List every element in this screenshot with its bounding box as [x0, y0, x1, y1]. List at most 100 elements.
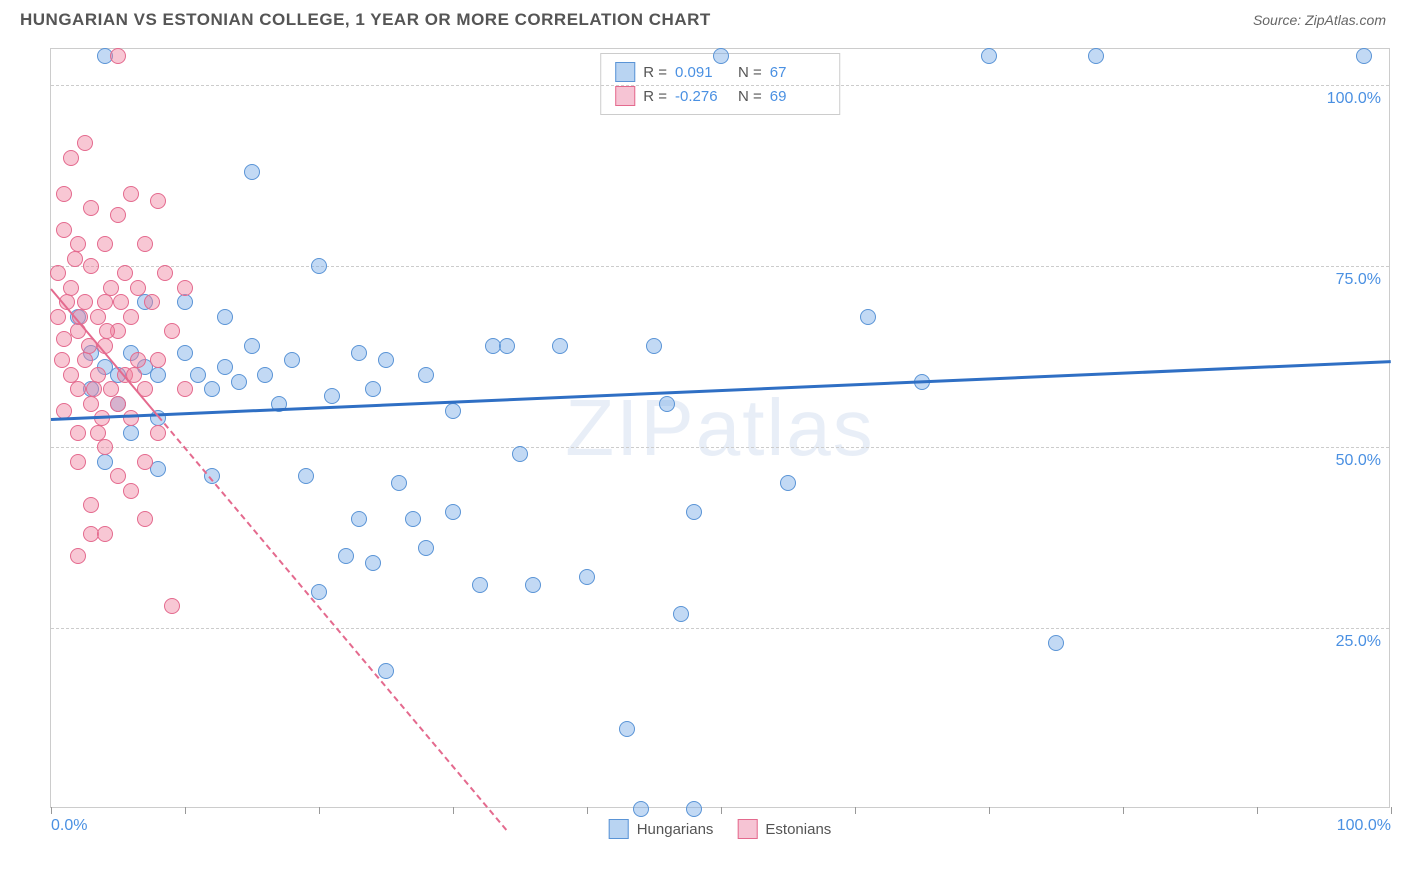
data-point	[244, 164, 260, 180]
estonians-swatch-icon	[737, 819, 757, 839]
data-point	[619, 721, 635, 737]
data-point	[50, 265, 66, 281]
data-point	[378, 352, 394, 368]
scatter-chart: ZIPatlas R = 0.091 N = 67 R = -0.276 N =…	[50, 48, 1390, 808]
data-point	[97, 236, 113, 252]
data-point	[97, 526, 113, 542]
data-point	[123, 483, 139, 499]
data-point	[338, 548, 354, 564]
data-point	[70, 454, 86, 470]
x-tick-label: 0.0%	[51, 817, 87, 835]
data-point	[110, 396, 126, 412]
data-point	[445, 403, 461, 419]
data-point	[177, 294, 193, 310]
data-point	[365, 381, 381, 397]
data-point	[311, 258, 327, 274]
legend-item-estonians: Estonians	[737, 819, 831, 839]
grid-line	[51, 447, 1389, 448]
x-tick	[319, 807, 320, 814]
data-point	[150, 193, 166, 209]
estonians-swatch	[615, 86, 635, 106]
data-point	[1356, 48, 1372, 64]
data-point	[123, 410, 139, 426]
grid-line	[51, 628, 1389, 629]
y-tick-label: 50.0%	[1336, 452, 1381, 470]
y-tick-label: 75.0%	[1336, 271, 1381, 289]
data-point	[686, 801, 702, 817]
data-point	[579, 569, 595, 585]
data-point	[123, 309, 139, 325]
x-tick	[855, 807, 856, 814]
data-point	[177, 345, 193, 361]
data-point	[110, 207, 126, 223]
data-point	[981, 48, 997, 64]
y-tick-label: 25.0%	[1336, 633, 1381, 651]
source-attribution: Source: ZipAtlas.com	[1253, 12, 1386, 28]
data-point	[150, 352, 166, 368]
data-point	[284, 352, 300, 368]
data-point	[164, 323, 180, 339]
data-point	[780, 475, 796, 491]
data-point	[1048, 635, 1064, 651]
data-point	[56, 222, 72, 238]
data-point	[391, 475, 407, 491]
data-point	[217, 309, 233, 325]
data-point	[525, 577, 541, 593]
data-point	[97, 439, 113, 455]
data-point	[418, 540, 434, 556]
series-legend: Hungarians Estonians	[609, 819, 832, 839]
x-tick	[989, 807, 990, 814]
legend-row-estonians: R = -0.276 N = 69	[615, 84, 825, 108]
data-point	[70, 381, 86, 397]
data-point	[117, 265, 133, 281]
data-point	[70, 425, 86, 441]
hungarians-swatch	[615, 62, 635, 82]
data-point	[177, 280, 193, 296]
data-point	[673, 606, 689, 622]
data-point	[633, 801, 649, 817]
data-point	[257, 367, 273, 383]
data-point	[713, 48, 729, 64]
data-point	[97, 454, 113, 470]
data-point	[70, 236, 86, 252]
data-point	[217, 359, 233, 375]
data-point	[150, 367, 166, 383]
x-tick	[1391, 807, 1392, 814]
data-point	[137, 454, 153, 470]
data-point	[123, 186, 139, 202]
x-tick	[1257, 807, 1258, 814]
x-tick	[721, 807, 722, 814]
data-point	[378, 663, 394, 679]
chart-header: HUNGARIAN VS ESTONIAN COLLEGE, 1 YEAR OR…	[0, 0, 1406, 36]
x-tick-label: 100.0%	[1337, 817, 1391, 835]
x-tick	[453, 807, 454, 814]
grid-line	[51, 266, 1389, 267]
data-point	[110, 468, 126, 484]
data-point	[177, 381, 193, 397]
data-point	[351, 345, 367, 361]
data-point	[90, 309, 106, 325]
data-point	[311, 584, 327, 600]
data-point	[659, 396, 675, 412]
data-point	[351, 511, 367, 527]
data-point	[244, 338, 260, 354]
data-point	[686, 504, 702, 520]
data-point	[137, 236, 153, 252]
data-point	[405, 511, 421, 527]
trend-line	[51, 360, 1391, 421]
x-tick	[185, 807, 186, 814]
data-point	[231, 374, 247, 390]
data-point	[83, 396, 99, 412]
data-point	[130, 280, 146, 296]
data-point	[157, 265, 173, 281]
data-point	[123, 425, 139, 441]
grid-line	[51, 85, 1389, 86]
data-point	[552, 338, 568, 354]
data-point	[164, 598, 180, 614]
data-point	[365, 555, 381, 571]
data-point	[86, 381, 102, 397]
data-point	[83, 497, 99, 513]
legend-item-hungarians: Hungarians	[609, 819, 714, 839]
data-point	[97, 294, 113, 310]
data-point	[190, 367, 206, 383]
